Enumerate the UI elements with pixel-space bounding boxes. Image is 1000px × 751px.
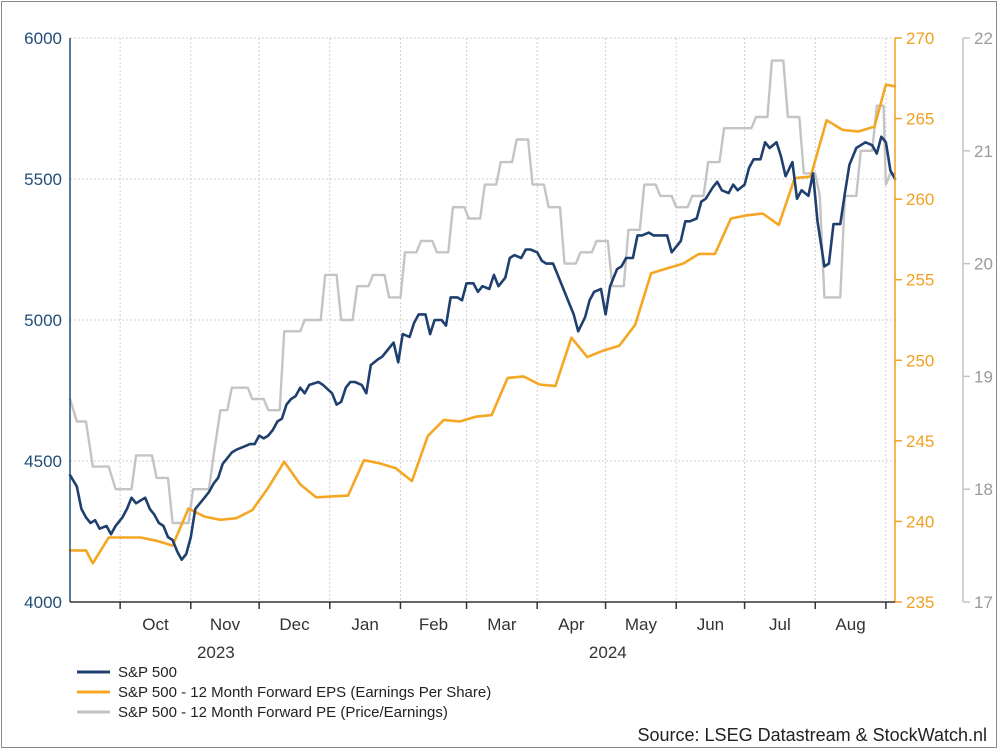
source-note: Source: LSEG Datastream & StockWatch.nl: [638, 725, 987, 745]
middle-tick-label: 255: [906, 271, 934, 290]
month-label: Aug: [835, 615, 865, 634]
middle-tick-label: 260: [906, 190, 934, 209]
middle-tick-label: 235: [906, 593, 934, 612]
left-tick-label: 5000: [24, 311, 62, 330]
tick-labels: 4000 4500 5000 5500 6000 235 240 245 250 255 260 26…: [24, 29, 993, 662]
right-tick-label: 21: [974, 142, 993, 161]
month-label: Jun: [697, 615, 724, 634]
left-tick-label: 4000: [24, 593, 62, 612]
month-label: Mar: [487, 615, 517, 634]
legend-label-pe: S&P 500 - 12 Month Forward PE (Price/Ear…: [118, 704, 448, 721]
right-tick-label: 20: [974, 255, 993, 274]
month-label: Oct: [142, 615, 169, 634]
right-tick-label: 19: [974, 367, 993, 386]
month-label: Jul: [769, 615, 791, 634]
legend: S&P 500 S&P 500 - 12 Month Forward EPS (…: [77, 664, 491, 721]
year-label-2024: 2024: [589, 643, 627, 662]
right-tick-label: 18: [974, 480, 993, 499]
legend-label-eps: S&P 500 - 12 Month Forward EPS (Earnings…: [118, 684, 491, 701]
left-tick-label: 5500: [24, 170, 62, 189]
middle-tick-label: 240: [906, 512, 934, 531]
middle-tick-label: 245: [906, 432, 934, 451]
middle-tick-label: 250: [906, 351, 934, 370]
legend-label-sp500: S&P 500: [118, 664, 177, 681]
series-layer: [68, 59, 897, 565]
month-label: Dec: [279, 615, 310, 634]
year-label-2023: 2023: [197, 643, 235, 662]
left-tick-label: 6000: [24, 29, 62, 48]
grid-lines: [70, 37, 895, 603]
month-label: May: [625, 615, 658, 634]
left-tick-label: 4500: [24, 452, 62, 471]
series-line-pe: [68, 59, 897, 525]
ticks: [119, 37, 970, 609]
right-tick-label: 17: [974, 593, 993, 612]
middle-tick-label: 265: [906, 110, 934, 129]
middle-tick-label: 270: [906, 29, 934, 48]
series-line-eps: [68, 83, 897, 565]
series-line-sp500: [68, 135, 897, 562]
month-label: Jan: [351, 615, 378, 634]
right-tick-label: 22: [974, 29, 993, 48]
month-label: Nov: [210, 615, 241, 634]
axes: [69, 38, 964, 603]
month-label: Apr: [558, 615, 585, 634]
month-label: Feb: [419, 615, 448, 634]
